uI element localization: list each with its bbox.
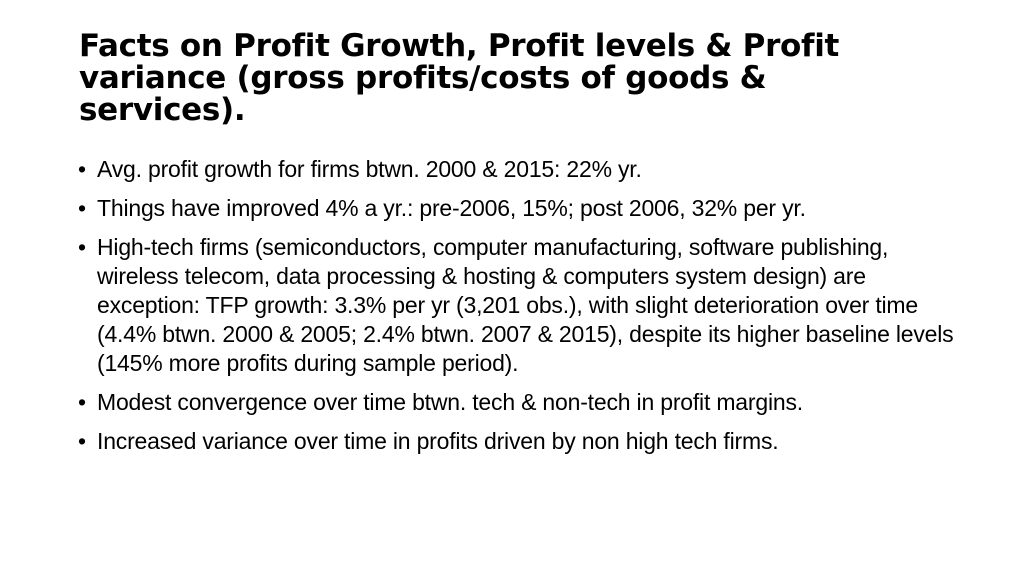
bullet-marker: • <box>78 389 86 415</box>
bullet-item-2: • Things have improved 4% a yr.: pre-200… <box>78 194 958 223</box>
bullet-item-3: • High-tech firms (semiconductors, compu… <box>78 233 958 378</box>
bullet-marker: • <box>78 428 86 454</box>
bullet-marker: • <box>78 195 86 221</box>
bullet-item-1: • Avg. profit growth for firms btwn. 200… <box>78 155 958 184</box>
bullet-marker: • <box>78 156 86 182</box>
bullet-text: Things have improved 4% a yr.: pre-2006,… <box>97 195 806 221</box>
bullet-text: Modest convergence over time btwn. tech … <box>97 389 803 415</box>
bullet-text: High-tech firms (semiconductors, compute… <box>97 234 954 376</box>
bullet-list: • Avg. profit growth for firms btwn. 200… <box>78 155 958 466</box>
slide-title: Facts on Profit Growth, Profit levels & … <box>79 28 840 128</box>
bullet-item-4: • Modest convergence over time btwn. tec… <box>78 388 958 417</box>
bullet-text: Increased variance over time in profits … <box>97 428 779 454</box>
bullet-item-5: • Increased variance over time in profit… <box>78 427 958 456</box>
bullet-text: Avg. profit growth for firms btwn. 2000 … <box>97 156 642 182</box>
bullet-marker: • <box>78 234 86 260</box>
